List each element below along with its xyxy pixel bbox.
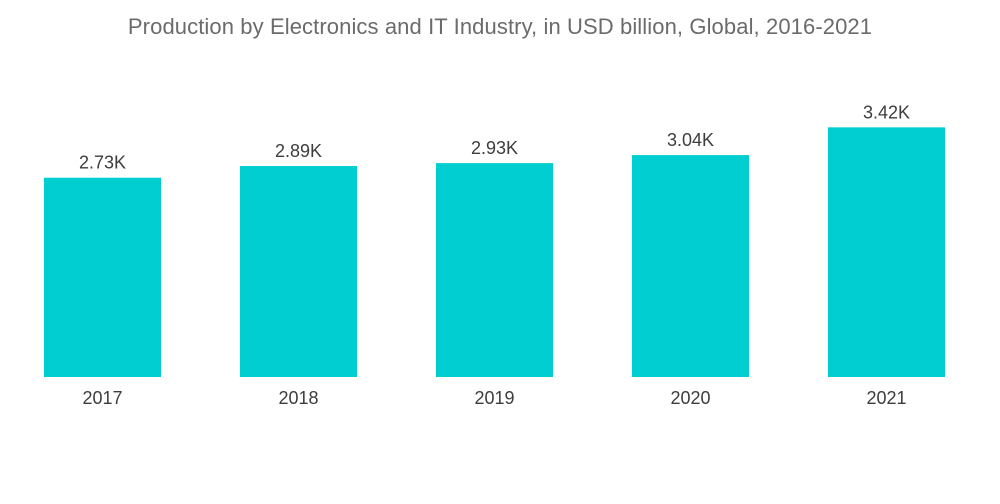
data-label-2018: 2.89K	[275, 141, 322, 161]
data-label-2021: 3.42K	[863, 102, 910, 122]
x-axis-ticks-layer: 2017 2018 2019 2020 2021	[82, 388, 906, 408]
bar-2019	[436, 163, 553, 377]
data-label-2020: 3.04K	[667, 130, 714, 150]
x-tick-label-2019: 2019	[474, 388, 514, 408]
bar-2021	[828, 127, 945, 377]
x-tick-label-2017: 2017	[82, 388, 122, 408]
bar-2018	[240, 166, 357, 377]
bars-layer	[44, 127, 945, 377]
data-label-2017: 2.73K	[79, 153, 126, 173]
bar-2020	[632, 155, 749, 377]
data-labels-layer: 2.73K 2.89K 2.93K 3.04K 3.42K	[79, 102, 910, 172]
bar-2017	[44, 177, 161, 377]
data-label-2019: 2.93K	[471, 138, 518, 158]
x-tick-label-2018: 2018	[278, 388, 318, 408]
x-tick-label-2021: 2021	[866, 388, 906, 408]
chart-title: Production by Electronics and IT Industr…	[127, 14, 873, 39]
x-tick-label-2020: 2020	[670, 388, 710, 408]
